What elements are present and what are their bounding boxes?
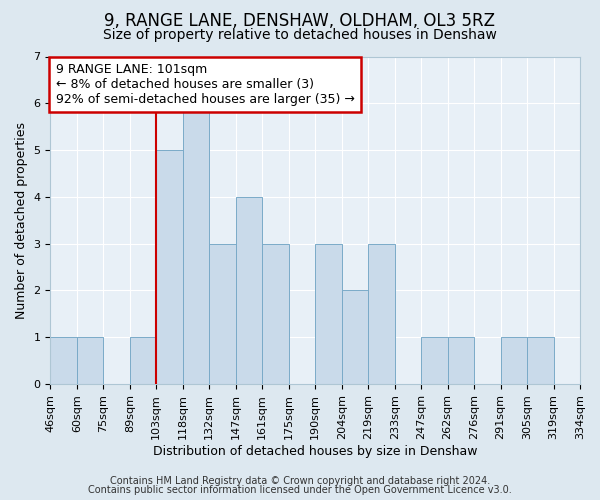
Bar: [527, 338, 554, 384]
Bar: [341, 290, 368, 384]
X-axis label: Distribution of detached houses by size in Denshaw: Distribution of detached houses by size …: [153, 444, 478, 458]
Bar: [448, 338, 474, 384]
Bar: [368, 244, 395, 384]
Text: 9, RANGE LANE, DENSHAW, OLDHAM, OL3 5RZ: 9, RANGE LANE, DENSHAW, OLDHAM, OL3 5RZ: [104, 12, 496, 30]
Text: Size of property relative to detached houses in Denshaw: Size of property relative to detached ho…: [103, 28, 497, 42]
Bar: [183, 104, 209, 384]
Y-axis label: Number of detached properties: Number of detached properties: [15, 122, 28, 319]
Bar: [500, 338, 527, 384]
Bar: [130, 338, 157, 384]
Bar: [262, 244, 289, 384]
Bar: [315, 244, 341, 384]
Text: 9 RANGE LANE: 101sqm
← 8% of detached houses are smaller (3)
92% of semi-detache: 9 RANGE LANE: 101sqm ← 8% of detached ho…: [56, 63, 355, 106]
Bar: [50, 338, 77, 384]
Text: Contains HM Land Registry data © Crown copyright and database right 2024.: Contains HM Land Registry data © Crown c…: [110, 476, 490, 486]
Bar: [236, 197, 262, 384]
Bar: [209, 244, 236, 384]
Text: Contains public sector information licensed under the Open Government Licence v3: Contains public sector information licen…: [88, 485, 512, 495]
Bar: [77, 338, 103, 384]
Bar: [157, 150, 183, 384]
Bar: [421, 338, 448, 384]
